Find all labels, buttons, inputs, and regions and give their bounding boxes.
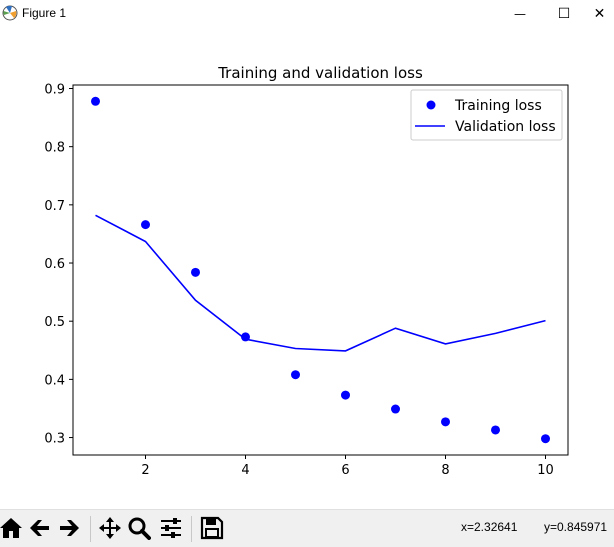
save-icon <box>200 516 224 540</box>
maximize-button[interactable]: ☐ <box>541 0 587 28</box>
y-tick-label: 0.5 <box>44 315 65 330</box>
cursor-x-readout: x=2.32641 <box>461 520 518 534</box>
y-tick-label: 0.6 <box>44 257 65 272</box>
training-loss-point <box>491 425 500 435</box>
x-tick-label: 8 <box>441 463 449 478</box>
x-tick-label: 6 <box>341 463 349 478</box>
training-loss-point <box>541 434 550 444</box>
y-tick-label: 0.7 <box>44 199 65 214</box>
legend-training-marker <box>426 100 436 110</box>
back-icon <box>30 520 49 536</box>
loss-chart: Training and validation loss 2 4 6 8 10 0.3 0.… <box>44 64 569 478</box>
zoom-button[interactable] <box>125 514 153 542</box>
cursor-y-readout: y=0.845971 <box>544 520 608 534</box>
close-icon: ✕ <box>593 6 606 22</box>
back-button[interactable] <box>26 514 54 542</box>
save-button[interactable] <box>198 514 226 542</box>
y-tick-label: 0.8 <box>44 141 65 156</box>
training-loss-point <box>391 404 400 414</box>
training-loss-point <box>341 390 350 400</box>
training-loss-point <box>441 417 450 427</box>
x-tick-label: 4 <box>241 463 249 478</box>
navigation-toolbar: x=2.32641 y=0.845971 <box>0 509 614 547</box>
minimize-button[interactable]: — <box>497 0 543 28</box>
pan-icon <box>99 517 121 539</box>
y-tick-label: 0.4 <box>44 373 65 388</box>
legend-validation-label: Validation loss <box>455 119 556 135</box>
toolbar-separator <box>191 516 192 542</box>
close-button[interactable]: ✕ <box>585 0 614 28</box>
figure-canvas[interactable]: Training and validation loss 2 4 6 8 10 0.3 0.… <box>0 28 614 509</box>
x-tick-label: 2 <box>141 463 149 478</box>
matplotlib-logo-icon <box>2 5 18 21</box>
home-icon <box>0 518 22 538</box>
training-loss-point <box>141 220 150 230</box>
toolbar-separator <box>90 516 91 542</box>
training-loss-points <box>91 96 550 444</box>
home-button[interactable] <box>0 514 25 542</box>
validation-loss-line <box>95 214 546 352</box>
y-tick-label: 0.3 <box>44 432 65 447</box>
plot-axes-frame <box>72 84 569 456</box>
configure-subplots-button[interactable] <box>157 514 185 542</box>
legend-box <box>410 89 563 141</box>
training-loss-point <box>291 370 300 380</box>
training-loss-point <box>241 332 250 342</box>
y-tick-label: 0.9 <box>44 82 65 97</box>
forward-button[interactable] <box>55 514 83 542</box>
zoom-icon <box>128 517 151 540</box>
x-tick-label: 10 <box>537 463 554 478</box>
maximize-icon: ☐ <box>557 6 571 22</box>
training-loss-point <box>191 267 200 277</box>
training-loss-point <box>91 96 100 106</box>
chart-legend: Training loss Validation loss <box>410 89 563 141</box>
legend-training-label: Training loss <box>454 98 542 114</box>
minimize-icon: — <box>514 7 526 21</box>
forward-icon <box>60 520 79 536</box>
axis-ticks: 2 4 6 8 10 0.3 0.4 0.5 0.6 0.7 0.8 0.9 <box>44 82 553 478</box>
configure-subplots-icon <box>161 518 181 538</box>
pan-button[interactable] <box>96 514 124 542</box>
window-titlebar: Figure 1 — ☐ ✕ <box>0 0 614 28</box>
window-title: Figure 1 <box>22 6 67 20</box>
chart-title: Training and validation loss <box>217 64 423 82</box>
